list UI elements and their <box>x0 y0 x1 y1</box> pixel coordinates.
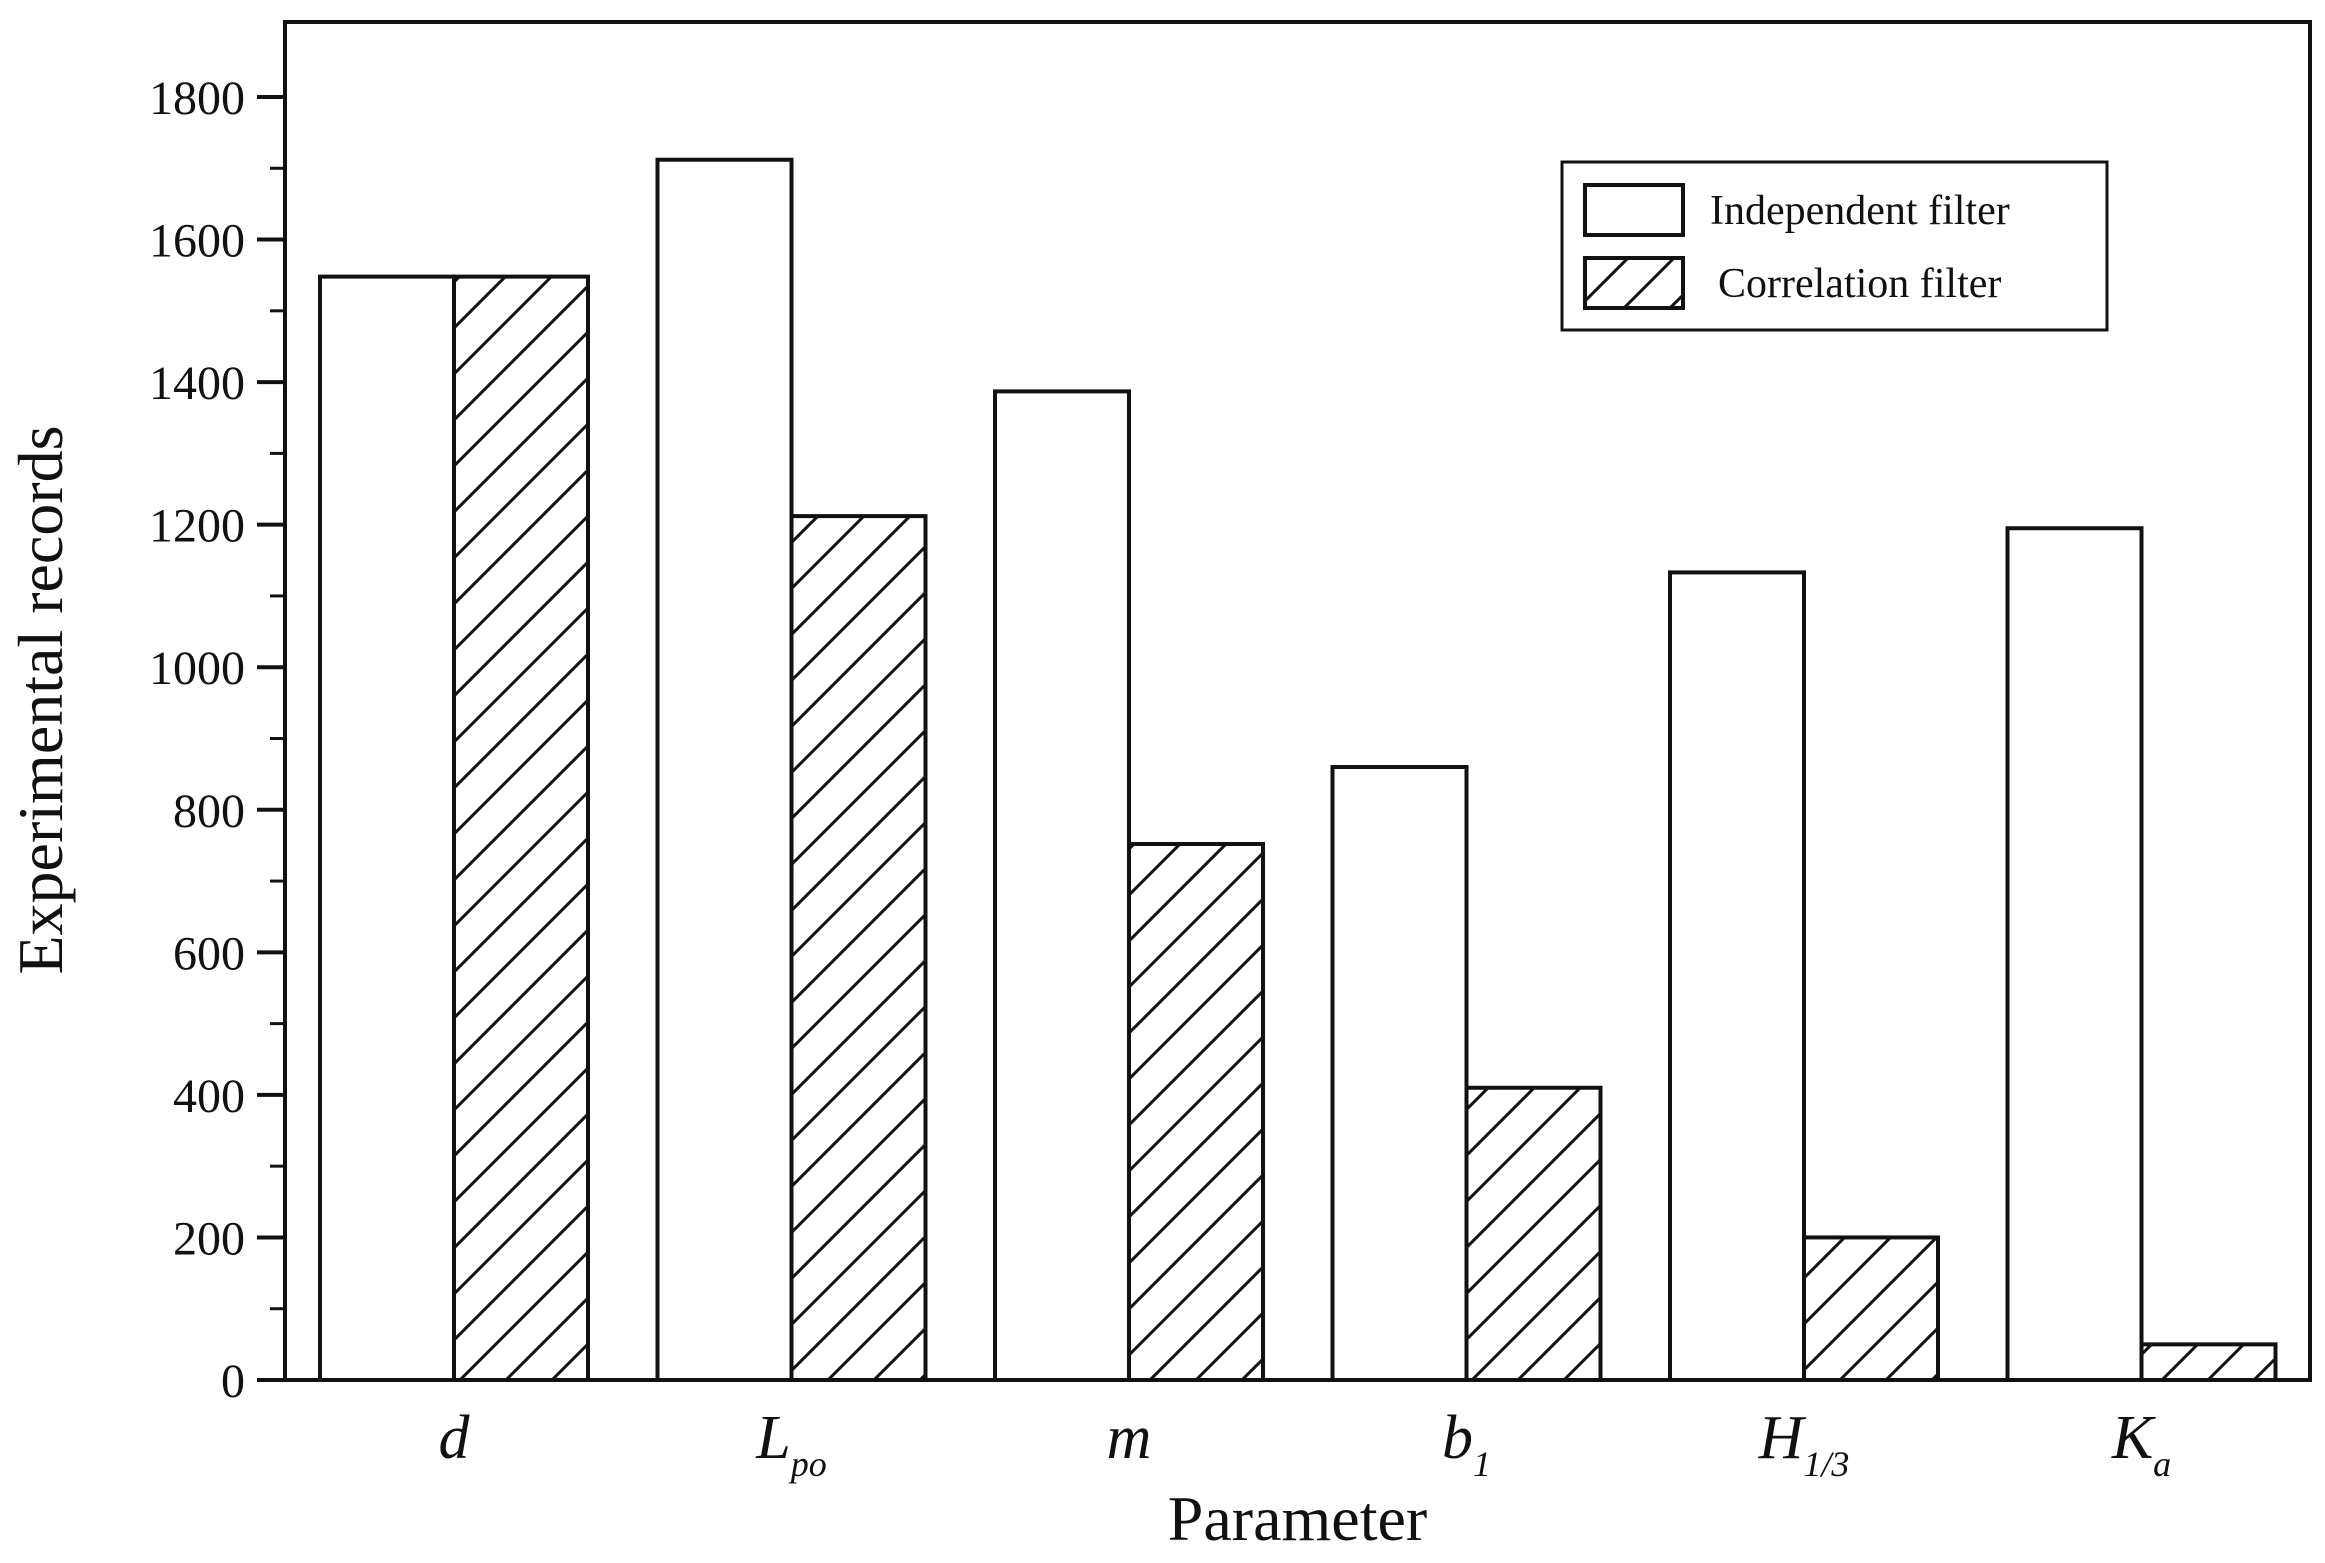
bar-correlation-0 <box>452 274 590 1382</box>
labels-layer: d Lpo m b1 H1/3 Ka 0 200 400 600 800 1000 1200 1400 16… <box>149 72 2171 1484</box>
bar-independent-4 <box>1668 570 1806 1382</box>
legend-label-correlation: Correlation filter <box>1718 261 2001 307</box>
y-tick-label-8: 1600 <box>149 215 245 268</box>
y-tick-label-4: 800 <box>173 785 245 838</box>
plot-frame <box>283 20 2312 1382</box>
bar-correlation-1 <box>789 514 928 1382</box>
bar-correlation-2 <box>1127 841 1265 1382</box>
legend-swatch-correlation <box>1583 256 1685 310</box>
x-tick-label-0: d <box>439 1404 471 1472</box>
axes-layer <box>257 20 2312 1382</box>
y-tick-label-2: 400 <box>173 1070 245 1123</box>
bar-independent-0 <box>318 274 456 1382</box>
bar-correlation-4 <box>1802 1235 1940 1383</box>
x-tick-label-2: m <box>1107 1404 1152 1472</box>
x-tick-label-1: Lpo <box>755 1404 826 1484</box>
x-tick-label-4: H1/3 <box>1758 1404 1850 1484</box>
bar-correlation-3 <box>1464 1085 1603 1382</box>
bar-independent-3 <box>1330 765 1469 1382</box>
y-tick-label-6: 1200 <box>149 500 245 553</box>
bar-correlation-5 <box>2139 1342 2278 1382</box>
bars-layer <box>318 157 2278 1383</box>
bar-independent-5 <box>2005 526 2144 1382</box>
x-axis-title: Parameter <box>1168 1483 1427 1554</box>
legend-label-independent: Independent filter <box>1710 188 2010 234</box>
legend: Independent filter Correlation filter <box>1560 160 2109 332</box>
bar-independent-2 <box>993 389 1131 1383</box>
legend-swatch-independent <box>1583 183 1685 237</box>
y-tick-label-0: 0 <box>221 1355 245 1408</box>
y-tick-label-7: 1400 <box>149 357 245 410</box>
y-tick-label-5: 1000 <box>149 642 245 695</box>
y-axis-title: Experimental records <box>5 425 76 974</box>
x-tick-label-3: b1 <box>1442 1404 1491 1484</box>
x-tick-label-5: Ka <box>2111 1404 2171 1484</box>
y-tick-label-3: 600 <box>173 927 245 980</box>
bar-independent-1 <box>655 157 794 1382</box>
y-tick-label-9: 1800 <box>149 72 245 125</box>
y-tick-label-1: 200 <box>173 1212 245 1265</box>
